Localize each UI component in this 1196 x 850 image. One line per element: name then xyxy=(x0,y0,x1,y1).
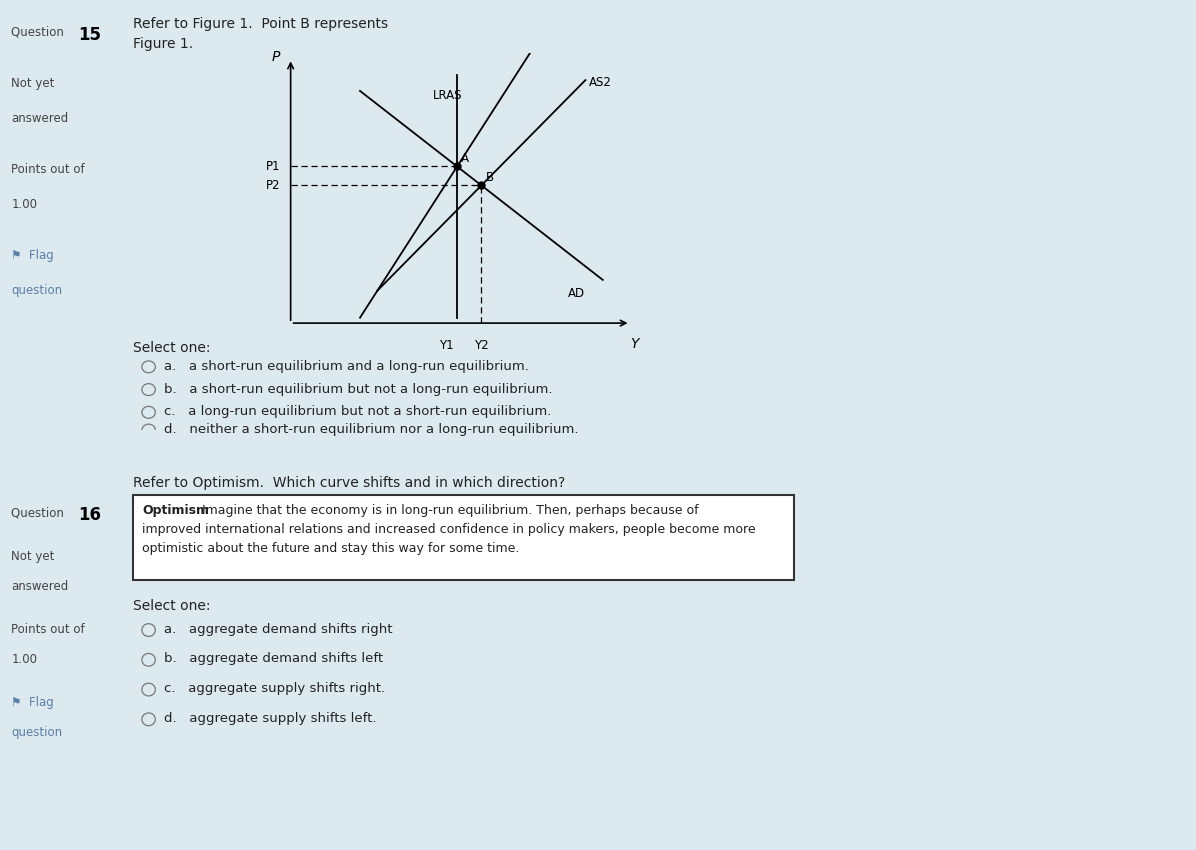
Text: Y: Y xyxy=(630,337,639,350)
Text: Imagine that the economy is in long-run equilibrium. Then, perhaps because of: Imagine that the economy is in long-run … xyxy=(202,503,698,517)
Text: LRAS: LRAS xyxy=(433,89,463,102)
Text: Question: Question xyxy=(12,26,68,39)
Text: AS2: AS2 xyxy=(588,76,612,89)
Text: answered: answered xyxy=(12,580,68,592)
Text: ⚑  Flag: ⚑ Flag xyxy=(12,696,54,710)
Text: Select one:: Select one: xyxy=(133,341,210,355)
Bar xyxy=(133,495,794,581)
Text: d.   neither a short-run equilibrium nor a long-run equilibrium.: d. neither a short-run equilibrium nor a… xyxy=(164,423,579,436)
Text: Y1: Y1 xyxy=(439,339,454,352)
Text: c.   aggregate supply shifts right.: c. aggregate supply shifts right. xyxy=(164,682,385,695)
Text: answered: answered xyxy=(12,112,68,125)
Text: d.   aggregate supply shifts left.: d. aggregate supply shifts left. xyxy=(164,712,377,725)
Text: ⚑  Flag: ⚑ Flag xyxy=(12,249,54,263)
Text: Optimism: Optimism xyxy=(142,503,209,517)
Text: P1: P1 xyxy=(266,160,280,173)
Text: question: question xyxy=(12,284,62,297)
Text: Not yet: Not yet xyxy=(12,77,55,90)
Text: question: question xyxy=(12,726,62,739)
Text: P2: P2 xyxy=(266,178,280,192)
Text: Select one:: Select one: xyxy=(133,599,210,613)
Text: B: B xyxy=(486,171,494,184)
Text: c.   a long-run equilibrium but not a short-run equilibrium.: c. a long-run equilibrium but not a shor… xyxy=(164,405,551,418)
Text: a.   a short-run equilibrium and a long-run equilibrium.: a. a short-run equilibrium and a long-ru… xyxy=(164,360,529,373)
Text: AD: AD xyxy=(568,287,585,300)
Text: 15: 15 xyxy=(78,26,102,44)
Text: Points out of: Points out of xyxy=(12,623,85,637)
Text: b.   aggregate demand shifts left: b. aggregate demand shifts left xyxy=(164,653,384,666)
Text: b.   a short-run equilibrium but not a long-run equilibrium.: b. a short-run equilibrium but not a lon… xyxy=(164,382,553,395)
Text: Y2: Y2 xyxy=(474,339,489,352)
Text: Question: Question xyxy=(12,507,68,519)
Text: Points out of: Points out of xyxy=(12,163,85,177)
Text: improved international relations and increased confidence in policy makers, peop: improved international relations and inc… xyxy=(142,523,756,536)
Text: Not yet: Not yet xyxy=(12,550,55,564)
Text: 1.00: 1.00 xyxy=(12,198,37,211)
Text: 1.00: 1.00 xyxy=(12,653,37,666)
Text: Refer to Optimism.  Which curve shifts and in which direction?: Refer to Optimism. Which curve shifts an… xyxy=(133,476,566,490)
Text: Refer to Figure 1.  Point B represents: Refer to Figure 1. Point B represents xyxy=(133,17,388,31)
Text: A: A xyxy=(462,152,469,165)
Text: 16: 16 xyxy=(78,507,102,524)
Text: a.   aggregate demand shifts right: a. aggregate demand shifts right xyxy=(164,622,392,636)
Text: P: P xyxy=(271,50,280,64)
Text: Figure 1.: Figure 1. xyxy=(133,37,193,51)
Text: optimistic about the future and stay this way for some time.: optimistic about the future and stay thi… xyxy=(142,542,519,555)
